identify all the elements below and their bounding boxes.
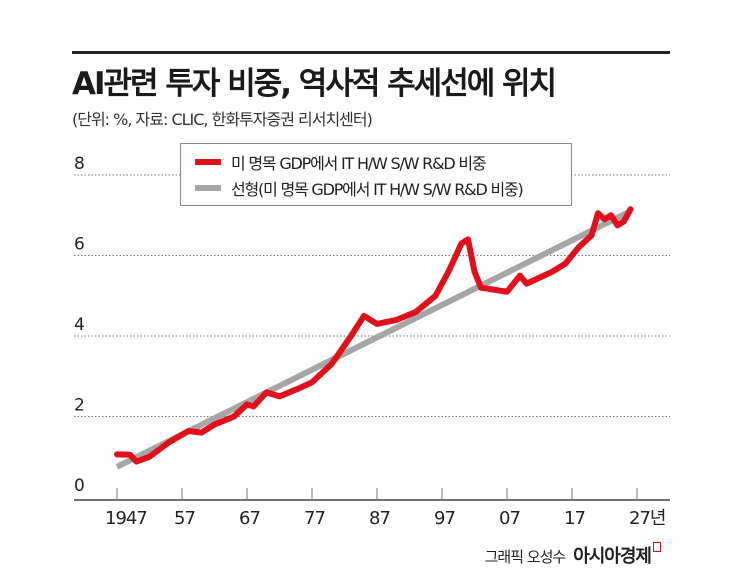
data-point xyxy=(525,282,528,286)
data-point xyxy=(460,241,463,245)
legend-label: 선형(미 명목 GDP에서 IT H/W S/W R&D 비중) xyxy=(231,180,524,199)
data-point xyxy=(551,270,554,274)
data-point xyxy=(375,322,379,326)
legend-swatch-gray xyxy=(195,185,221,191)
data-point xyxy=(297,386,301,390)
data-point xyxy=(590,233,593,237)
data-point xyxy=(479,286,483,290)
data-point xyxy=(232,415,236,418)
x-tick-label: 57 xyxy=(174,508,195,529)
data-point xyxy=(200,431,203,435)
y-tick-label: 6 xyxy=(74,235,85,255)
data-point xyxy=(245,402,249,406)
credit: 그래픽 오성수 아시아경제 xyxy=(485,542,661,568)
data-point xyxy=(395,318,398,322)
x-tick-label: 87 xyxy=(369,508,390,529)
data-point xyxy=(616,223,619,227)
legend-swatch-red xyxy=(195,159,221,165)
data-point xyxy=(265,390,268,394)
data-point xyxy=(252,404,255,408)
data-point xyxy=(596,211,600,215)
actual-series-line xyxy=(114,206,634,465)
data-point xyxy=(310,380,314,384)
y-tick-label: 0 xyxy=(74,476,85,496)
x-tick-label: 07 xyxy=(499,508,520,529)
x-tick-label: 77 xyxy=(304,508,325,529)
data-point xyxy=(518,274,522,278)
legend-item-actual: 미 명목 GDP에서 IT H/W S/W R&D 비중 xyxy=(195,149,571,175)
data-point xyxy=(167,440,171,444)
data-point xyxy=(629,207,632,211)
data-point xyxy=(622,219,626,223)
data-point xyxy=(577,245,580,249)
y-tick-label: 2 xyxy=(74,396,85,416)
data-point xyxy=(115,452,119,456)
data-point xyxy=(213,423,216,427)
y-tick-label: 8 xyxy=(74,154,85,174)
trend-line xyxy=(115,208,632,470)
data-point xyxy=(609,213,613,217)
data-point xyxy=(538,276,541,280)
legend: 미 명목 GDP에서 IT H/W S/W R&D 비중 선형(미 명목 GDP… xyxy=(180,143,572,206)
graphic-credit: 그래픽 오성수 xyxy=(484,548,567,566)
data-point xyxy=(505,290,509,294)
data-point xyxy=(447,270,450,274)
x-tick-label: 67 xyxy=(239,508,260,529)
data-point xyxy=(148,455,151,459)
data-point xyxy=(362,314,366,318)
data-point xyxy=(330,362,333,366)
data-point xyxy=(492,288,496,292)
data-point xyxy=(349,334,353,338)
brand-mark-icon xyxy=(653,542,661,552)
data-point xyxy=(473,270,476,274)
data-point xyxy=(434,294,437,298)
x-tick-label: 1947 xyxy=(105,508,147,529)
legend-item-trend: 선형(미 명목 GDP에서 IT H/W S/W R&D 비중) xyxy=(195,175,571,201)
chart-subtitle: (단위: %, 자료: CLIC, 한화투자증권 리서치센터) xyxy=(72,110,373,129)
chart-title: AI관련 투자 비중, 역사적 추세선에 위치 xyxy=(72,66,557,102)
x-tick-label: 27년 xyxy=(629,508,665,529)
data-point xyxy=(128,453,132,457)
data-point xyxy=(603,217,606,221)
x-tick-label: 97 xyxy=(434,508,455,529)
data-point xyxy=(135,460,138,464)
title-rule xyxy=(72,51,670,54)
data-point xyxy=(564,262,567,266)
legend-label: 미 명목 GDP에서 IT H/W S/W R&D 비중 xyxy=(231,154,487,173)
brand-logo: 아시아경제 xyxy=(573,546,652,567)
data-point xyxy=(187,429,190,433)
data-point xyxy=(278,394,281,398)
data-point xyxy=(414,310,418,314)
x-tick-label: 17 xyxy=(564,508,585,529)
y-tick-label: 4 xyxy=(74,315,85,335)
data-point xyxy=(466,237,470,241)
